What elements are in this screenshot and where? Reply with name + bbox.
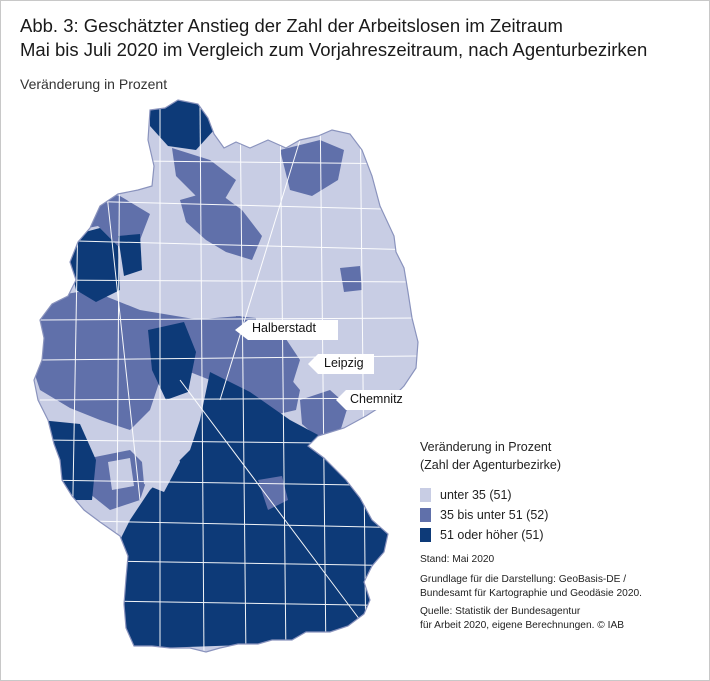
legend-swatch-low [420,488,431,502]
city-label-halberstadt: Halberstadt [252,321,316,335]
city-label-leipzig: Leipzig [324,356,364,370]
region-high-north [150,100,214,150]
note-grundlage-line-1: Grundlage für die Darstellung: GeoBasis-… [420,574,627,585]
legend-title-line-1: Veränderung in Prozent [420,440,552,454]
note-grundlage-line-2: Bundesamt für Kartographie und Geodäsie … [420,588,643,599]
region-mid-brandenburg [340,266,362,292]
region-high-niederrhein [118,234,142,276]
legend-title-line-2: (Zahl der Agenturbezirke) [420,458,562,472]
region-low-wuerzburg [108,458,134,490]
note-grundlage: Grundlage für die Darstellung: GeoBasis-… [420,573,642,601]
figure-title: Abb. 3: Geschätzter Anstieg der Zahl der… [20,14,647,62]
callout-chemnitz [336,390,410,410]
map-legend: Veränderung in Prozent (Zahl der Agentur… [420,438,562,542]
legend-label-high: 51 oder höher (51) [440,528,544,542]
note-quelle-line-1: Quelle: Statistik der Bundesagentur [420,606,581,617]
legend-item-high: 51 oder höher (51) [420,527,544,543]
legend-label-mid: 35 bis unter 51 (52) [440,508,549,522]
legend-swatch-mid [420,508,431,522]
region-mid-saxony-east [300,390,348,438]
region-high-emsland [70,228,120,302]
callout-leipzig [308,354,374,374]
note-stand: Stand: Mai 2020 [420,554,495,565]
city-label-chemnitz: Chemnitz [350,392,403,406]
legend-item-mid: 35 bis unter 51 (52) [420,507,548,523]
legend-label-low: unter 35 (51) [440,488,512,502]
figure-subtitle: Veränderung in Prozent [20,76,168,92]
callout-halberstadt [235,320,338,340]
note-quelle-line-2: für Arbeit 2020, eigene Berechnungen. © … [420,620,625,631]
legend-swatch-high [420,528,431,542]
legend-item-low: unter 35 (51) [420,487,512,503]
title-line-2: Mai bis Juli 2020 im Vergleich zum Vorja… [20,39,648,60]
region-mid-nuremberg [258,476,288,510]
note-quelle: Quelle: Statistik der Bundesagentur für … [420,605,624,633]
title-line-1: Abb. 3: Geschätzter Anstieg der Zahl der… [20,15,563,36]
